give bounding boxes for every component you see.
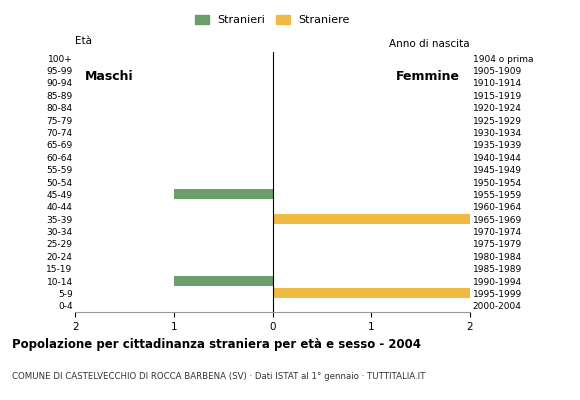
Bar — [174, 276, 273, 286]
Bar — [174, 190, 273, 199]
Text: COMUNE DI CASTELVECCHIO DI ROCCA BARBENA (SV) · Dati ISTAT al 1° gennaio · TUTTI: COMUNE DI CASTELVECCHIO DI ROCCA BARBENA… — [12, 372, 425, 381]
Text: Maschi: Maschi — [85, 70, 134, 83]
Bar — [273, 214, 470, 224]
Text: Anno di nascita: Anno di nascita — [389, 39, 470, 49]
Legend: Stranieri, Straniere: Stranieri, Straniere — [191, 11, 354, 30]
Text: Età: Età — [75, 36, 92, 46]
Text: Femmine: Femmine — [396, 70, 460, 83]
Bar — [273, 288, 470, 298]
Text: Popolazione per cittadinanza straniera per età e sesso - 2004: Popolazione per cittadinanza straniera p… — [12, 338, 420, 351]
